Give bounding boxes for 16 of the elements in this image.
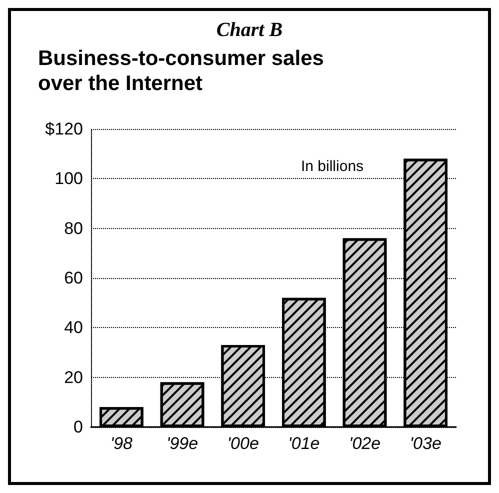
x-tick-label: '98 [110,434,134,453]
y-tick-label: 80 [64,218,83,238]
x-tick-label: '02e [348,434,381,453]
y-tick-label: 40 [64,318,83,338]
x-tick-label: '03e [410,434,442,453]
y-tick-label: 100 [54,169,83,188]
x-tick-label: '99e [166,434,198,453]
y-tick-label: 20 [64,368,83,387]
x-tick-label: '00e [227,434,259,453]
y-tick-label: 60 [64,268,83,288]
chart-subtitle: Business-to-consumer sales over the Internet [38,47,324,95]
chart-title: Chart B [216,19,283,41]
y-tick-label: 0 [74,418,83,436]
annotation: In billions [301,158,364,175]
y-tick-label: $120 [45,120,83,138]
x-tick-label: '01e [288,434,320,453]
